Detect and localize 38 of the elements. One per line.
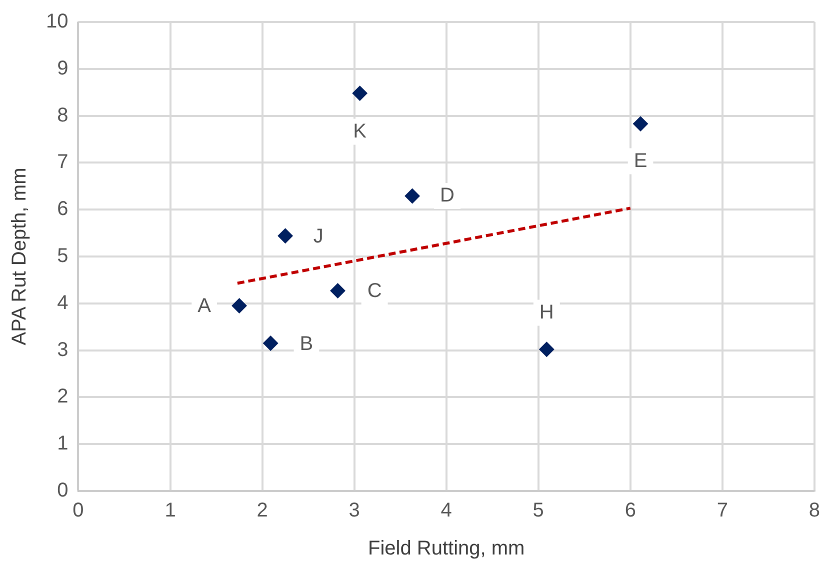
annotation: J [313, 225, 324, 248]
y-tick-label: 5 [57, 245, 68, 268]
y-tick-label: 1 [57, 432, 68, 455]
point [232, 298, 247, 314]
annotation: H [539, 301, 554, 324]
x-tick-label: 6 [624, 500, 636, 522]
point [352, 86, 368, 101]
x-axis-title: Field Rutting, mm [368, 538, 525, 560]
annotation: K [353, 120, 368, 142]
y-tick-label: 9 [57, 57, 68, 80]
annotation: C [367, 280, 382, 302]
annotation: E [634, 150, 648, 172]
annotation: B [300, 333, 314, 356]
y-tick-label: 10 [46, 10, 68, 33]
x-tick-label: 0 [72, 500, 84, 522]
y-tick-label: 4 [57, 292, 68, 314]
x-tick-label: 2 [256, 500, 268, 522]
y-axis-title: APA Rut Depth, mm [8, 168, 31, 346]
point [633, 116, 648, 132]
x-tick-label: 5 [532, 500, 544, 522]
point [278, 228, 293, 244]
y-tick-label: 0 [57, 480, 68, 502]
y-tick-label: 6 [57, 198, 68, 220]
y-tick-label: 7 [57, 151, 68, 174]
point [404, 188, 420, 204]
x-tick-label: 4 [440, 500, 452, 522]
annotation: A [198, 295, 212, 318]
point [263, 336, 278, 351]
y-tick-label: 3 [57, 338, 68, 361]
x-tick-label: 7 [716, 500, 728, 522]
point [330, 283, 346, 298]
y-tick-label: 2 [57, 386, 68, 408]
x-tick-label: 1 [164, 500, 176, 522]
point [539, 342, 554, 357]
annotation: D [440, 184, 454, 207]
x-tick-label: 3 [348, 500, 360, 522]
x-tick-label: 8 [808, 500, 820, 522]
y-tick-label: 8 [57, 104, 68, 126]
